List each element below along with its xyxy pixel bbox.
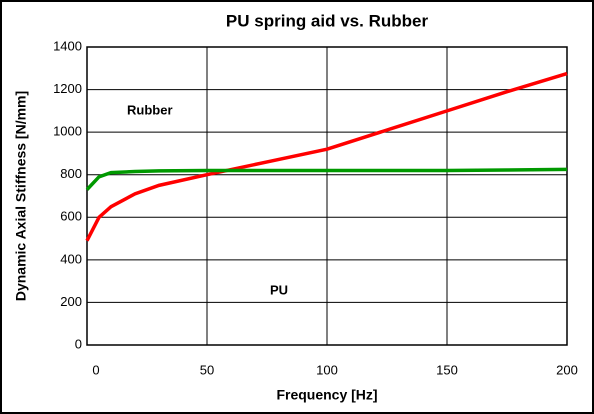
y-tick-label: 0 [75,336,82,351]
chart-title: PU spring aid vs. Rubber [226,11,429,30]
y-tick-label: 1400 [53,38,82,53]
x-tick-label: 0 [92,362,99,377]
x-tick-label: 150 [436,362,458,377]
annotation: Rubber [127,102,173,117]
y-tick-label: 600 [60,209,82,224]
y-tick-label: 1200 [53,81,82,96]
x-tick-label: 100 [316,362,338,377]
annotation: PU [270,282,288,297]
x-tick-label: 200 [556,362,578,377]
y-axis-label: Dynamic Axial Stiffness [N/mm] [13,91,29,301]
y-tick-label: 200 [60,294,82,309]
x-tick-label: 50 [200,362,214,377]
y-tick-label: 800 [60,166,82,181]
series-line [85,71,568,242]
y-tick-label: 400 [60,251,82,266]
x-axis-label: Frequency [Hz] [276,387,377,403]
series-line [85,167,568,191]
y-tick-label: 1000 [53,124,82,139]
